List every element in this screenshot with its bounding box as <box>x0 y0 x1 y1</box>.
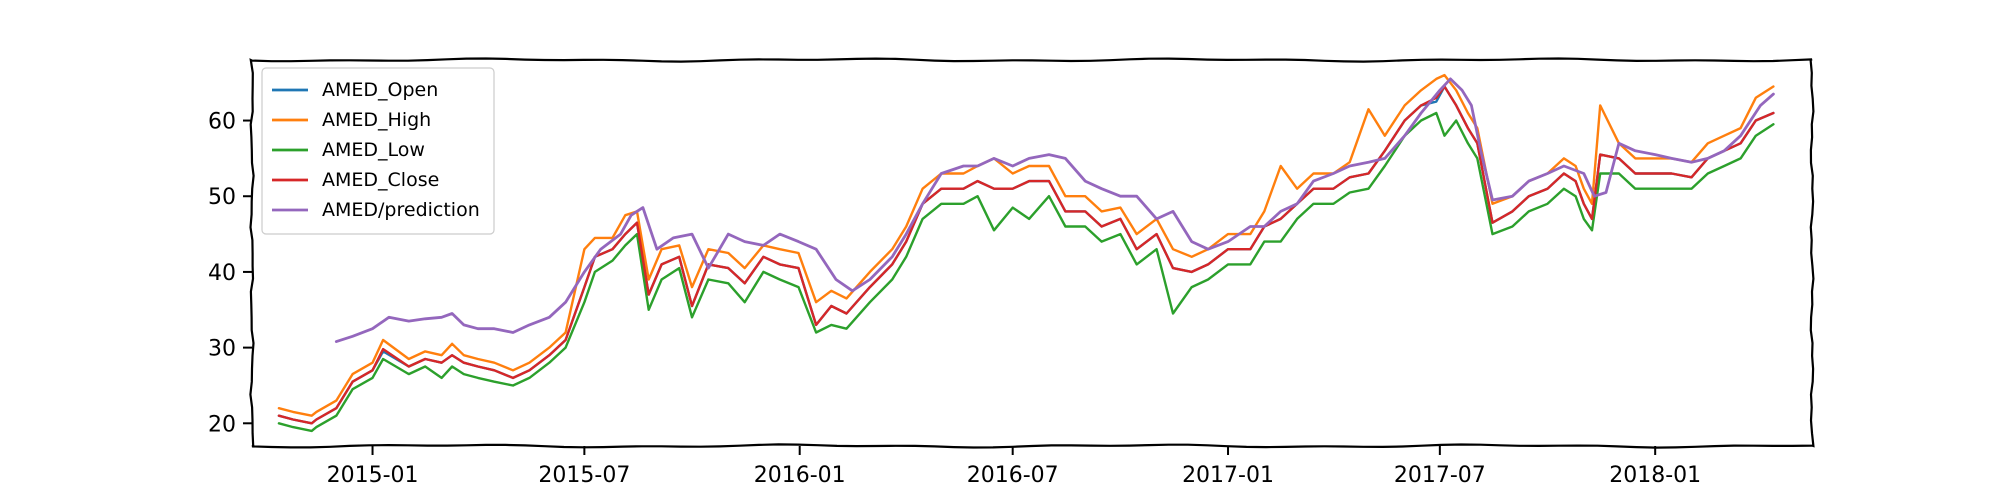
series-line-amed-close <box>277 85 1775 425</box>
y-tick-label: 20 <box>208 412 236 437</box>
series-line-amed-low <box>277 111 1775 433</box>
x-tick-label: 2016-07 <box>967 463 1059 488</box>
x-tick-label: 2017-07 <box>1394 463 1486 488</box>
x-tick-label: 2015-07 <box>538 463 630 488</box>
legend-label: AMED_High <box>322 109 431 131</box>
x-tick-label: 2015-01 <box>327 463 419 488</box>
legend-label: AMED/prediction <box>322 199 480 221</box>
y-axis: 20 30 40 50 60 <box>208 110 252 437</box>
legend-label: AMED_Open <box>322 79 438 101</box>
series-line-amed-high <box>277 73 1775 417</box>
legend: AMED_Open AMED_High AMED_Low AMED_Close AMED… <box>261 67 495 235</box>
x-tick-label: 2018-01 <box>1609 463 1701 488</box>
x-axis: 2015-01 2015-07 2016-01 2016-07 2017-01 2017-… <box>327 446 1701 488</box>
legend-label: AMED_Low <box>322 139 425 161</box>
y-tick-label: 30 <box>208 337 236 362</box>
legend-label: AMED_Close <box>322 169 439 191</box>
series-line-amed-prediction <box>334 77 1775 344</box>
series-layer <box>277 73 1775 433</box>
y-tick-label: 50 <box>208 185 236 210</box>
x-tick-label: 2017-01 <box>1182 463 1274 488</box>
legend-box <box>261 67 495 235</box>
y-tick-label: 60 <box>208 110 236 135</box>
x-tick-label: 2016-01 <box>754 463 846 488</box>
y-tick-label: 40 <box>208 261 236 286</box>
plot-frame <box>249 57 1815 449</box>
